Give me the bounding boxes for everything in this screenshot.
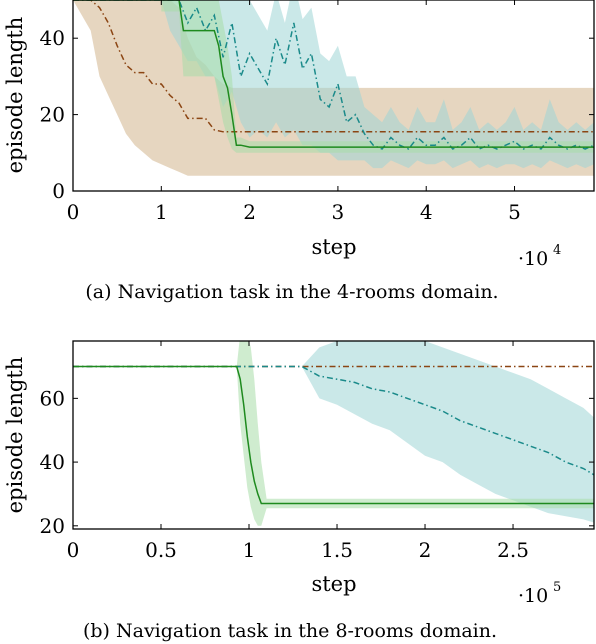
chart-4-rooms: 0 1 2 3 4 5 0 20 40 step episode length ·10 4 (a… xyxy=(3,0,595,303)
series-line-dashdot-teal-8-rooms xyxy=(73,365,594,476)
plot-frame-8-rooms xyxy=(72,340,595,530)
confidence-band-solid-green-4-rooms xyxy=(73,0,594,153)
x-scale-base-8-rooms: ·10 xyxy=(518,585,548,607)
y-axis-label-8-rooms: episode length xyxy=(3,357,27,514)
y-tick-label-8-rooms: 40 xyxy=(40,450,65,474)
x-axis-label-8-rooms: step xyxy=(311,572,356,596)
x-tick-label-4-rooms: 0 xyxy=(67,200,80,224)
caption-8-rooms: (b) Navigation task in the 8-rooms domai… xyxy=(83,620,497,642)
plot-area-4-rooms xyxy=(73,0,594,176)
caption-4-rooms: (a) Navigation task in the 4-rooms domai… xyxy=(85,281,498,303)
series-line-solid-green-8-rooms xyxy=(73,365,594,505)
y-axis-label-4-rooms: episode length xyxy=(3,17,27,174)
plot-area-8-rooms xyxy=(73,341,594,526)
x-tick-label-8-rooms: 1 xyxy=(243,538,256,562)
y-tick-label-4-rooms: 0 xyxy=(52,179,65,203)
x-tick-label-8-rooms: 2 xyxy=(419,538,432,562)
axis-ticks-8-rooms: 0 0.5 1 1.5 2 2.5 20 40 60 xyxy=(40,341,594,562)
x-scale-exponent-4-rooms: 4 xyxy=(553,243,561,258)
x-tick-label-4-rooms: 5 xyxy=(508,200,521,224)
x-tick-label-4-rooms: 4 xyxy=(420,200,433,224)
y-tick-label-8-rooms: 60 xyxy=(40,386,65,410)
x-axis-label-4-rooms: step xyxy=(311,235,356,259)
plot-frame-4-rooms xyxy=(72,0,595,192)
x-tick-label-4-rooms: 2 xyxy=(243,200,256,224)
series-line-solid-green-4-rooms xyxy=(73,0,594,148)
x-tick-label-8-rooms: 2.5 xyxy=(497,538,529,562)
x-scale-exponent-8-rooms: 5 xyxy=(553,580,561,595)
series-line-dashdot-brown-4-rooms xyxy=(73,0,594,133)
x-tick-label-8-rooms: 1.5 xyxy=(321,538,353,562)
confidence-band-solid-green-8-rooms xyxy=(73,341,594,526)
x-tick-label-8-rooms: 0 xyxy=(67,538,80,562)
x-scale-base-4-rooms: ·10 xyxy=(518,248,548,270)
axis-ticks-4-rooms: 0 1 2 3 4 5 0 20 40 xyxy=(40,0,594,224)
x-tick-label-8-rooms: 0.5 xyxy=(145,538,177,562)
x-tick-label-4-rooms: 1 xyxy=(155,200,168,224)
x-tick-label-4-rooms: 3 xyxy=(332,200,345,224)
y-tick-label-8-rooms: 20 xyxy=(40,514,65,538)
chart-8-rooms: 0 0.5 1 1.5 2 2.5 20 40 60 step episode length ·… xyxy=(3,340,595,642)
y-tick-label-4-rooms: 40 xyxy=(40,26,65,50)
y-tick-label-4-rooms: 20 xyxy=(40,103,65,127)
confidence-band-dashdot-teal-8-rooms xyxy=(73,341,594,523)
